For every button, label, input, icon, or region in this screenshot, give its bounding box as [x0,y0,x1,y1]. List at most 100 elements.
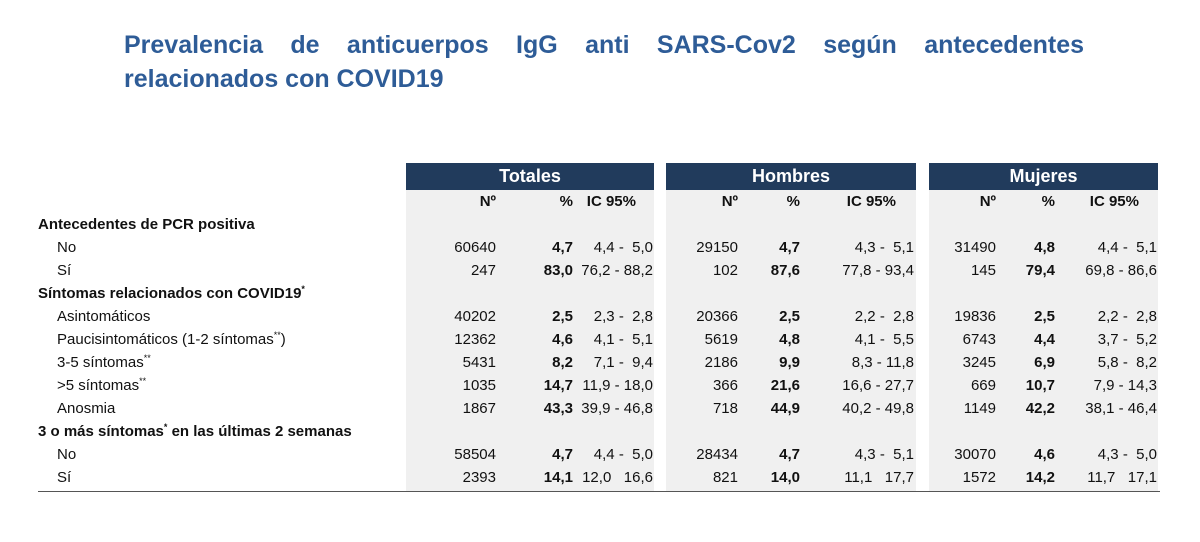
cell-n: 2393 [462,469,496,486]
cell-pct: 4,7 [552,239,573,256]
cell-n: 718 [712,400,738,417]
subheader-ic95: IC 95% [586,193,636,210]
row-label-text: No [57,446,77,463]
subheader-ic95: IC 95% [1089,193,1139,210]
cell-ic95: 4,4 - 5,0 [593,446,653,463]
cell-pct: 9,9 [779,354,800,371]
row-label-text: >5 síntomas [57,377,140,394]
cell-n: 669 [970,377,996,394]
cell-n: 29150 [696,239,738,256]
cell-pct: 4,7 [779,239,800,256]
group-shade-hombres [666,190,916,492]
cell-pct: 2,5 [1034,308,1055,325]
subheader-pct: % [1041,193,1055,210]
subheader-n: Nº [721,193,738,210]
row-label-text: 3 o más síntomas [38,423,164,440]
group-header-hombres: Hombres [666,163,916,190]
cell-n: 102 [712,262,738,279]
cell-n: 5619 [704,331,738,348]
cell-ic95: 4,4 - 5,1 [1097,239,1157,256]
subheader-n: Nº [479,193,496,210]
row-label: Anosmia [57,397,115,420]
row-label: Sí [57,466,71,489]
row-label: Asintomáticos [57,305,150,328]
row-label: Paucisintomáticos (1-2 síntomas**) [57,328,286,351]
cell-ic95: 11,7 17,1 [1087,469,1157,486]
row-label: >5 síntomas** [57,374,146,397]
cell-ic95: 11,9 - 18,0 [582,377,653,394]
cell-ic95: 2,2 - 2,8 [854,308,914,325]
cell-pct: 14,7 [543,377,573,394]
footnote-marker: ** [273,330,281,340]
cell-n: 821 [712,469,738,486]
cell-n: 1867 [462,400,496,417]
cell-n: 20366 [696,308,738,325]
row-label-text: No [57,239,77,256]
row-label-text: Anosmia [57,400,116,417]
cell-ic95: 2,2 - 2,8 [1097,308,1157,325]
cell-n: 247 [470,262,496,279]
page-title: Prevalencia de anticuerpos IgG anti SARS… [124,28,1084,96]
cell-ic95: 7,9 - 14,3 [1093,377,1157,394]
row-label: No [57,443,76,466]
group-header-totales: Totales [406,163,654,190]
cell-ic95: 2,3 - 2,8 [593,308,653,325]
cell-pct: 4,8 [779,331,800,348]
cell-pct: 4,4 [1034,331,1055,348]
row-label: Sí [57,259,71,282]
cell-n: 19836 [954,308,996,325]
cell-n: 5431 [462,354,496,371]
cell-n: 145 [970,262,996,279]
row-label: 3-5 síntomas** [57,351,151,374]
cell-ic95: 7,1 - 9,4 [593,354,653,371]
cell-ic95: 12,0 16,6 [582,469,653,486]
row-label-text: Asintomáticos [57,308,151,325]
cell-n: 30070 [954,446,996,463]
cell-pct: 2,5 [552,308,573,325]
subheader-pct: % [786,193,800,210]
cell-n: 31490 [954,239,996,256]
cell-ic95: 3,7 - 5,2 [1097,331,1157,348]
row-label: No [57,236,76,259]
cell-n: 1149 [963,400,996,417]
group-shade-totales [406,190,654,492]
cell-n: 366 [712,377,738,394]
group-header-mujeres: Mujeres [929,163,1158,190]
cell-n: 12362 [454,331,496,348]
cell-pct: 14,0 [770,469,800,486]
footnote-marker: * [301,284,305,294]
footnote-marker: ** [143,353,151,363]
cell-ic95: 4,1 - 5,1 [593,331,653,348]
cell-pct: 8,2 [552,354,573,371]
subheader-n: Nº [979,193,996,210]
cell-n: 60640 [454,239,496,256]
row-label-suffix: ) [280,331,286,348]
cell-n: 40202 [454,308,496,325]
row-label-text: Antecedentes de PCR positiva [38,216,255,233]
cell-pct: 10,7 [1025,377,1055,394]
cell-ic95: 8,3 - 11,8 [851,354,914,371]
cell-ic95: 4,3 - 5,1 [854,446,914,463]
table-bottom-rule [38,491,1160,492]
cell-pct: 2,5 [779,308,800,325]
cell-n: 6743 [962,331,996,348]
row-label-text: Sí [57,262,72,279]
cell-pct: 4,6 [552,331,573,348]
cell-ic95: 4,3 - 5,1 [854,239,914,256]
cell-ic95: 39,9 - 46,8 [581,400,653,417]
cell-ic95: 4,1 - 5,5 [854,331,914,348]
cell-pct: 83,0 [543,262,573,279]
cell-ic95: 4,4 - 5,0 [593,239,653,256]
cell-pct: 43,3 [543,400,573,417]
cell-n: 58504 [454,446,496,463]
subheader-pct: % [559,193,573,210]
cell-n: 3245 [962,354,996,371]
row-label-suffix: en las últimas 2 semanas [167,423,352,440]
footnote-marker: * [163,422,168,432]
section-label: 3 o más síntomas* en las últimas 2 seman… [38,420,352,443]
title-line-1: Prevalencia de anticuerpos IgG anti SARS… [124,31,1084,59]
cell-ic95: 69,8 - 86,6 [1085,262,1157,279]
cell-ic95: 16,6 - 27,7 [842,377,914,394]
cell-pct: 44,9 [770,400,800,417]
subheader-ic95: IC 95% [846,193,896,210]
